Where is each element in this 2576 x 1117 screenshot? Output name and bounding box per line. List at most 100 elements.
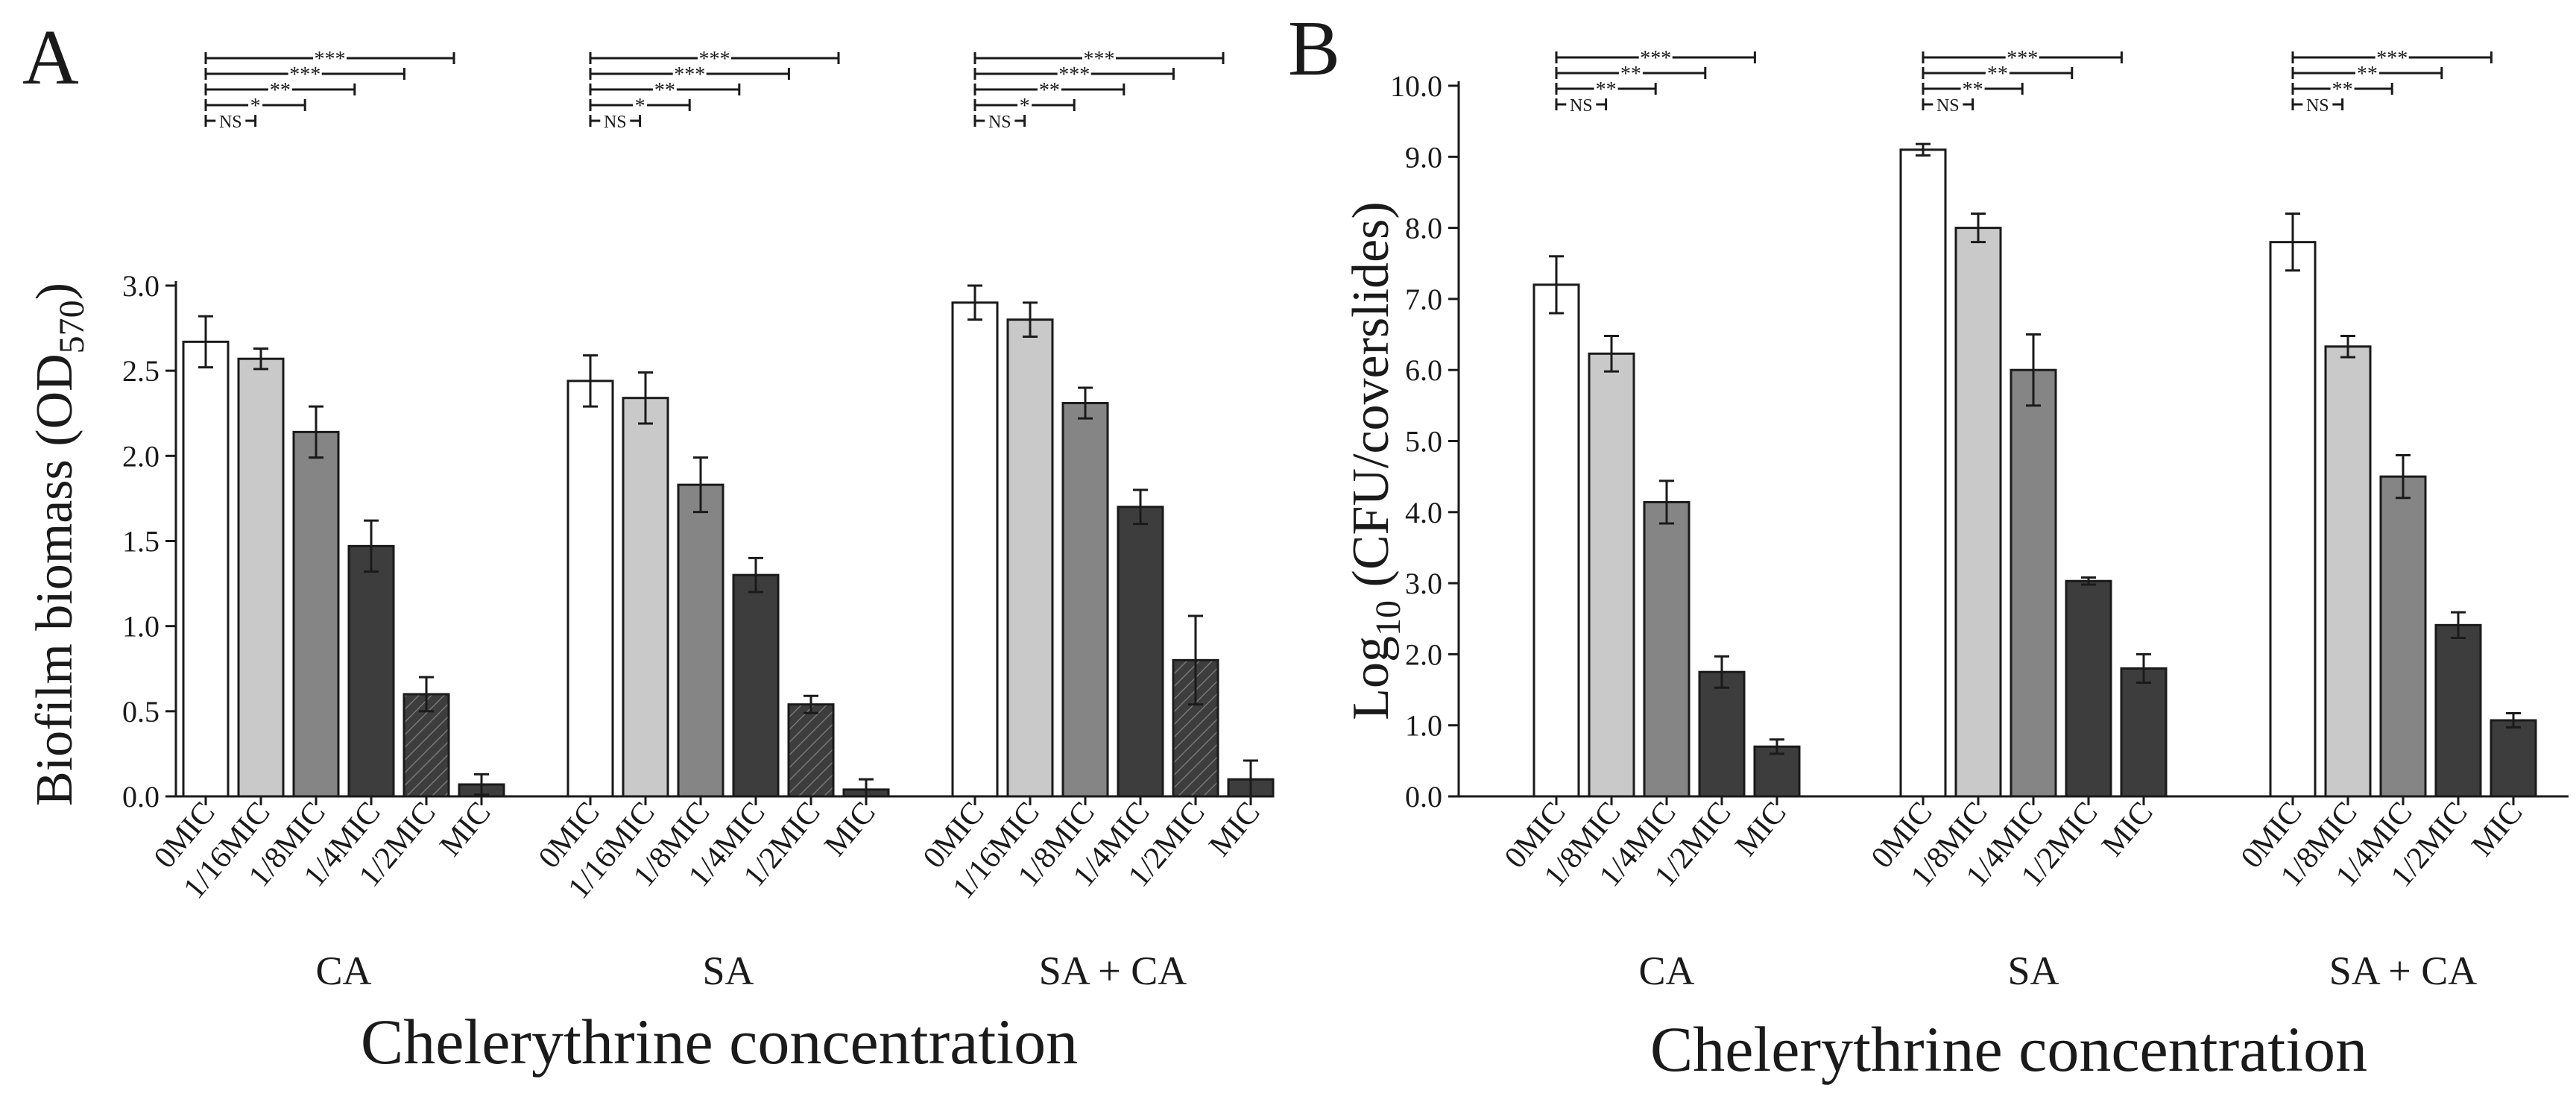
bar (787, 703, 835, 798)
bar (2434, 623, 2482, 798)
bar (1006, 318, 1054, 798)
y-tick-label: 9.0 (1405, 140, 1442, 174)
significance-label: *** (1640, 47, 1671, 70)
bar (2490, 719, 2537, 798)
group-label: CA (315, 948, 371, 993)
significance-label: ** (1987, 63, 2008, 86)
bar (2010, 368, 2057, 798)
y-tick-label: 0.0 (1405, 780, 1442, 814)
significance-label-bg (288, 66, 322, 82)
significance-label-bg (698, 50, 731, 66)
bar (2269, 241, 2317, 798)
panel-label: A (22, 13, 79, 101)
category-label: MIC (433, 796, 497, 863)
y-tick-label: 2.0 (1405, 638, 1442, 671)
bar (2120, 667, 2168, 798)
significance-label: NS (2306, 96, 2329, 116)
bar (1588, 352, 1635, 798)
significance-label: NS (988, 113, 1011, 132)
category-label: MIC (1202, 796, 1266, 863)
significance-label-bg (2005, 49, 2039, 66)
significance-label: *** (2376, 47, 2408, 70)
bar (1753, 745, 1801, 798)
group-label: SA (702, 948, 754, 993)
significance-label-bg (1017, 97, 1032, 113)
bar (622, 397, 669, 798)
significance-label: ** (654, 79, 675, 102)
significance-label-bg (1618, 65, 1643, 81)
x-axis-label: Chelerythrine concentration (1650, 1013, 2367, 1085)
significance-label: ** (1596, 78, 1617, 101)
group-label: SA + CA (2329, 948, 2478, 993)
y-tick-label: 1.5 (122, 525, 160, 558)
bar (566, 380, 614, 798)
y-tick-label: 1.0 (1405, 709, 1442, 743)
significance-label: NS (1936, 96, 1960, 116)
significance-label: ** (1039, 79, 1060, 102)
group-label: SA + CA (1039, 948, 1187, 993)
y-tick-label: 0.0 (122, 780, 160, 814)
significance-label-bg (2355, 65, 2379, 81)
y-tick-label: 1.0 (122, 610, 160, 644)
significance-label: NS (1570, 96, 1593, 116)
significance-label: *** (315, 48, 346, 71)
y-tick-label: 6.0 (1405, 353, 1442, 387)
bar (1061, 402, 1109, 798)
significance-label-bg (652, 81, 677, 98)
y-tick-label: 5.0 (1405, 425, 1442, 459)
bar (1643, 500, 1690, 798)
significance-label: *** (1084, 48, 1115, 71)
significance-label: ** (1620, 63, 1641, 86)
panel-label: B (1288, 4, 1340, 92)
y-axis-label: Biofilm biomass (OD570) (26, 283, 92, 806)
significance-label-bg (1037, 81, 1061, 98)
bar (182, 340, 230, 798)
bar (732, 573, 780, 798)
significance-label-bg (1082, 50, 1116, 66)
significance-label: * (635, 95, 645, 118)
significance-label-bg (2330, 81, 2355, 97)
significance-label-bg (1638, 49, 1673, 66)
significance-label: *** (289, 63, 321, 86)
y-tick-label: 3.0 (122, 269, 160, 303)
category-label: MIC (1729, 796, 1793, 863)
category-label: MIC (818, 796, 882, 863)
significance-label: ** (2332, 78, 2353, 101)
bar (951, 301, 999, 798)
significance-label: ** (2357, 63, 2378, 86)
y-tick-label: 4.0 (1405, 496, 1442, 529)
bar (1117, 506, 1164, 798)
significance-label-bg (672, 66, 707, 82)
significance-label-bg (1933, 96, 1963, 113)
significance-label: *** (2007, 47, 2038, 70)
significance-label-bg (633, 97, 648, 113)
bar (237, 357, 285, 798)
y-axis-label: Log10 (CFU/coverslides) (1342, 201, 1408, 720)
y-tick-label: 3.0 (1405, 567, 1442, 600)
significance-label-bg (2302, 96, 2333, 113)
significance-label-bg (1960, 81, 1985, 97)
y-tick-label: 10.0 (1390, 69, 1442, 103)
significance-label-bg (313, 50, 347, 66)
bar (2324, 345, 2372, 798)
bar (677, 483, 724, 798)
significance-label: NS (219, 113, 242, 132)
significance-label-bg (1566, 96, 1597, 113)
x-axis-label: Chelerythrine concentration (361, 1006, 1078, 1077)
significance-label-bg (268, 81, 292, 98)
bar (292, 430, 340, 798)
group-label: SA (2007, 948, 2059, 993)
significance-label: NS (604, 113, 627, 132)
significance-label: ** (1963, 78, 1983, 101)
y-tick-label: 0.5 (122, 695, 160, 729)
significance-label: * (250, 95, 261, 118)
significance-label-bg (1594, 81, 1618, 97)
bar (2379, 475, 2427, 798)
significance-label: *** (674, 63, 705, 86)
panel-a: A Biofilm biomass (OD570) Chelerythrine … (22, 13, 1275, 1077)
y-tick-label: 2.0 (122, 439, 160, 473)
significance-label: *** (1058, 63, 1090, 86)
significance-label: * (1020, 95, 1030, 118)
significance-label-bg (248, 97, 263, 113)
